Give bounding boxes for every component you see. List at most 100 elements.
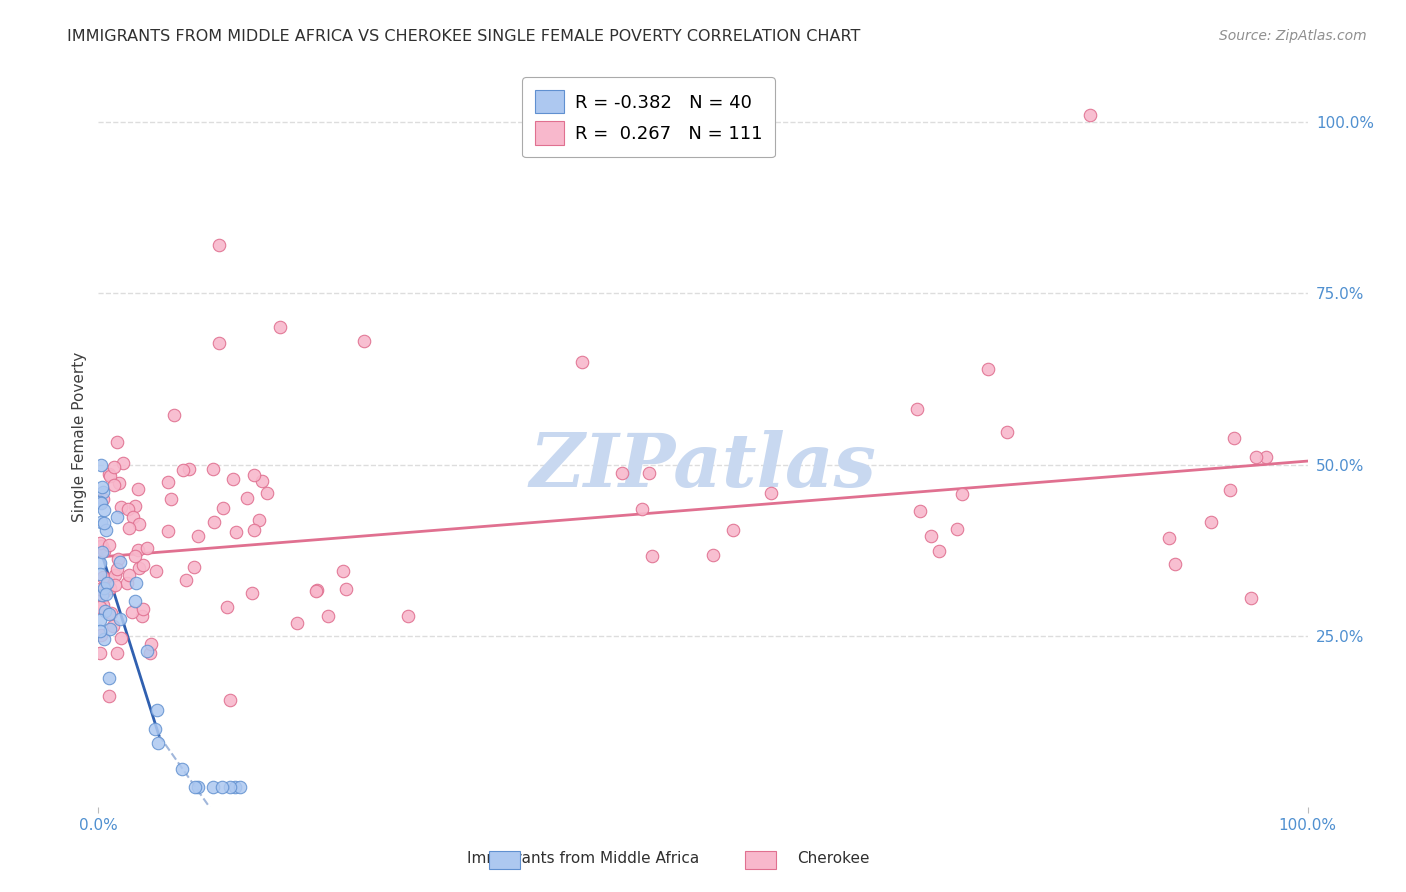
Text: Source: ZipAtlas.com: Source: ZipAtlas.com	[1219, 29, 1367, 43]
Point	[107, 552, 129, 566]
Point	[1256, 450, 1278, 464]
Point	[145, 564, 167, 578]
Point	[93, 492, 115, 507]
Point	[93, 632, 115, 646]
Point	[1240, 591, 1263, 606]
Legend: R = -0.382   N = 40, R =  0.267   N = 111: R = -0.382 N = 40, R = 0.267 N = 111	[523, 78, 775, 157]
Point	[1244, 450, 1267, 464]
Point	[305, 584, 328, 599]
Point	[91, 539, 114, 553]
Point	[127, 482, 149, 496]
Point	[89, 536, 111, 550]
Point	[105, 434, 128, 449]
Point	[107, 475, 129, 490]
Point	[103, 478, 125, 492]
Point	[128, 517, 150, 532]
Point	[396, 609, 419, 624]
Point	[159, 492, 181, 507]
Point	[131, 608, 153, 623]
Point	[93, 516, 115, 531]
Point	[96, 524, 118, 538]
Point	[928, 544, 950, 558]
Point	[121, 605, 143, 619]
Text: Immigrants from Middle Africa: Immigrants from Middle Africa	[467, 851, 700, 865]
Point	[148, 736, 170, 750]
Point	[910, 504, 932, 518]
Point	[89, 613, 111, 627]
Point	[100, 607, 122, 621]
Point	[100, 468, 122, 483]
Point	[104, 568, 127, 582]
Point	[212, 500, 235, 515]
Point	[90, 458, 112, 472]
Point	[101, 619, 124, 633]
Point	[90, 627, 112, 641]
Point	[124, 500, 146, 514]
Point	[97, 572, 120, 586]
Point	[89, 539, 111, 553]
Point	[187, 529, 209, 543]
Point	[287, 616, 309, 631]
Point	[222, 472, 245, 486]
Point	[307, 582, 329, 597]
Point	[761, 485, 783, 500]
Point	[105, 562, 128, 576]
Point	[93, 582, 115, 596]
Point	[201, 780, 224, 794]
Point	[156, 524, 179, 539]
Point	[115, 575, 138, 590]
Point	[89, 582, 111, 596]
Point	[208, 335, 231, 350]
Point	[110, 500, 132, 515]
Point	[93, 543, 115, 558]
Point	[236, 491, 259, 505]
Point	[91, 598, 114, 612]
Point	[946, 522, 969, 536]
Point	[1223, 431, 1246, 445]
Point	[89, 591, 111, 606]
Point	[1159, 531, 1181, 545]
Point	[316, 608, 339, 623]
Point	[104, 578, 127, 592]
Point	[252, 474, 274, 488]
Point	[243, 468, 266, 483]
Point	[127, 542, 149, 557]
Point	[93, 585, 115, 599]
Point	[98, 581, 121, 595]
Point	[224, 780, 246, 794]
Point	[256, 486, 278, 500]
Point	[172, 463, 194, 477]
Point	[1199, 515, 1222, 529]
Point	[995, 425, 1018, 440]
Point	[90, 545, 112, 559]
Point	[157, 475, 180, 489]
Text: IMMIGRANTS FROM MIDDLE AFRICA VS CHEROKEE SINGLE FEMALE POVERTY CORRELATION CHAR: IMMIGRANTS FROM MIDDLE AFRICA VS CHEROKE…	[67, 29, 860, 44]
Point	[249, 514, 271, 528]
Point	[90, 480, 112, 494]
Point	[89, 566, 111, 581]
Point	[332, 564, 354, 578]
Point	[612, 466, 634, 480]
Point	[98, 623, 121, 637]
Point	[93, 503, 115, 517]
Point	[702, 548, 724, 562]
Point	[638, 466, 661, 480]
Point	[920, 529, 942, 543]
Point	[174, 573, 197, 587]
Point	[105, 646, 128, 660]
Point	[90, 588, 112, 602]
Point	[90, 496, 112, 510]
Y-axis label: Single Female Poverty: Single Female Poverty	[72, 352, 87, 522]
Point	[94, 587, 117, 601]
Point	[143, 722, 166, 736]
Point	[128, 561, 150, 575]
Point	[163, 409, 186, 423]
Point	[211, 780, 233, 794]
Point	[353, 334, 375, 348]
Point	[208, 238, 231, 252]
Point	[187, 780, 209, 794]
Point	[179, 462, 201, 476]
Point	[124, 594, 146, 608]
Point	[125, 576, 148, 591]
Point	[97, 607, 120, 622]
